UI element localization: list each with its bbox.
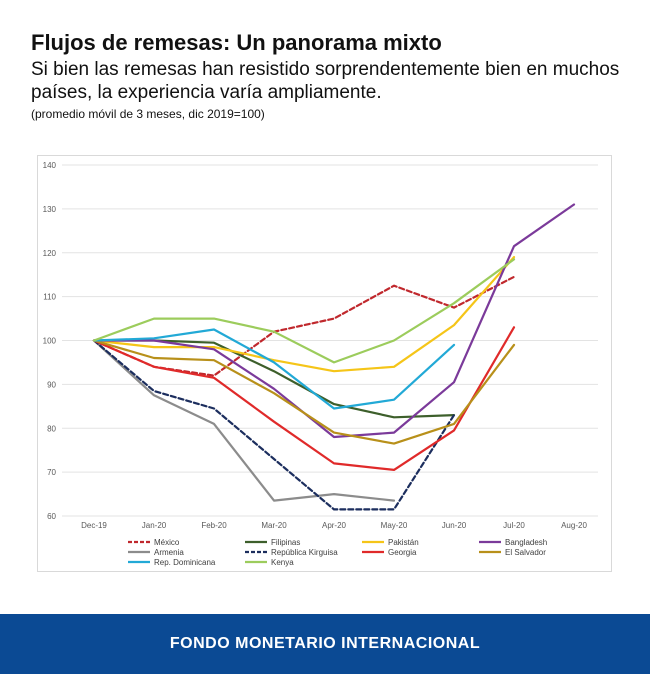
legend-label: Bangladesh xyxy=(505,538,547,547)
x-tick-label: Feb-20 xyxy=(201,521,227,530)
legend-label: República Kirguisa xyxy=(271,548,338,557)
x-tick-label: Apr-20 xyxy=(322,521,347,530)
legend-label: Filipinas xyxy=(271,538,300,547)
y-tick-label: 140 xyxy=(43,161,57,170)
x-tick-label: Jul-20 xyxy=(503,521,525,530)
series-line xyxy=(92,339,516,445)
chart-subtitle: Si bien las remesas han resistido sorpre… xyxy=(31,59,620,103)
y-tick-label: 70 xyxy=(47,468,56,477)
legend-label: Pakistán xyxy=(388,538,419,547)
series-line xyxy=(92,326,516,471)
legend-label: Kenya xyxy=(271,558,294,567)
series-line xyxy=(92,255,516,373)
series-line xyxy=(92,339,456,511)
legend-label: Armenia xyxy=(154,548,184,557)
y-tick-label: 130 xyxy=(43,205,57,214)
series-line xyxy=(92,328,456,410)
series-line xyxy=(92,203,576,439)
footer-label: FONDO MONETARIO INTERNACIONAL xyxy=(169,635,481,652)
y-tick-label: 110 xyxy=(43,293,56,302)
series-line xyxy=(92,339,396,502)
y-tick-label: 90 xyxy=(47,380,56,389)
series-line xyxy=(92,339,456,419)
line-chart: 60 70 80 90 100 110 120 130 140 Dec-19 Jan-20 Feb-2… xyxy=(43,161,598,567)
footer-bar: FONDO MONETARIO INTERNACIONAL xyxy=(0,614,650,674)
chart-title: Flujos de remesas: Un panorama mixto xyxy=(31,30,442,55)
x-tick-label: Dec-19 xyxy=(81,521,107,530)
y-tick-label: 80 xyxy=(47,424,56,433)
x-tick-label: Jun-20 xyxy=(442,521,467,530)
series-line xyxy=(92,258,516,364)
y-tick-label: 60 xyxy=(47,512,56,521)
x-tick-label: Jan-20 xyxy=(142,521,167,530)
x-tick-label: Mar-20 xyxy=(261,521,287,530)
legend-label: Georgia xyxy=(388,548,417,557)
y-tick-label: 100 xyxy=(43,337,57,346)
y-tick-label: 120 xyxy=(43,249,57,258)
x-tick-label: Aug-20 xyxy=(561,521,587,530)
chart-area: 60 70 80 90 100 110 120 130 140 Dec-19 Jan-20 Feb-2… xyxy=(37,155,612,572)
chart-note: (promedio móvil de 3 meses, dic 2019=100… xyxy=(31,107,265,121)
legend-label: México xyxy=(154,538,180,547)
x-tick-label: May-20 xyxy=(381,521,408,530)
legend-label: El Salvador xyxy=(505,548,546,557)
legend-label: Rep. Dominicana xyxy=(154,558,216,567)
chart-header: Flujos de remesas: Un panorama mixto Si … xyxy=(31,30,631,122)
